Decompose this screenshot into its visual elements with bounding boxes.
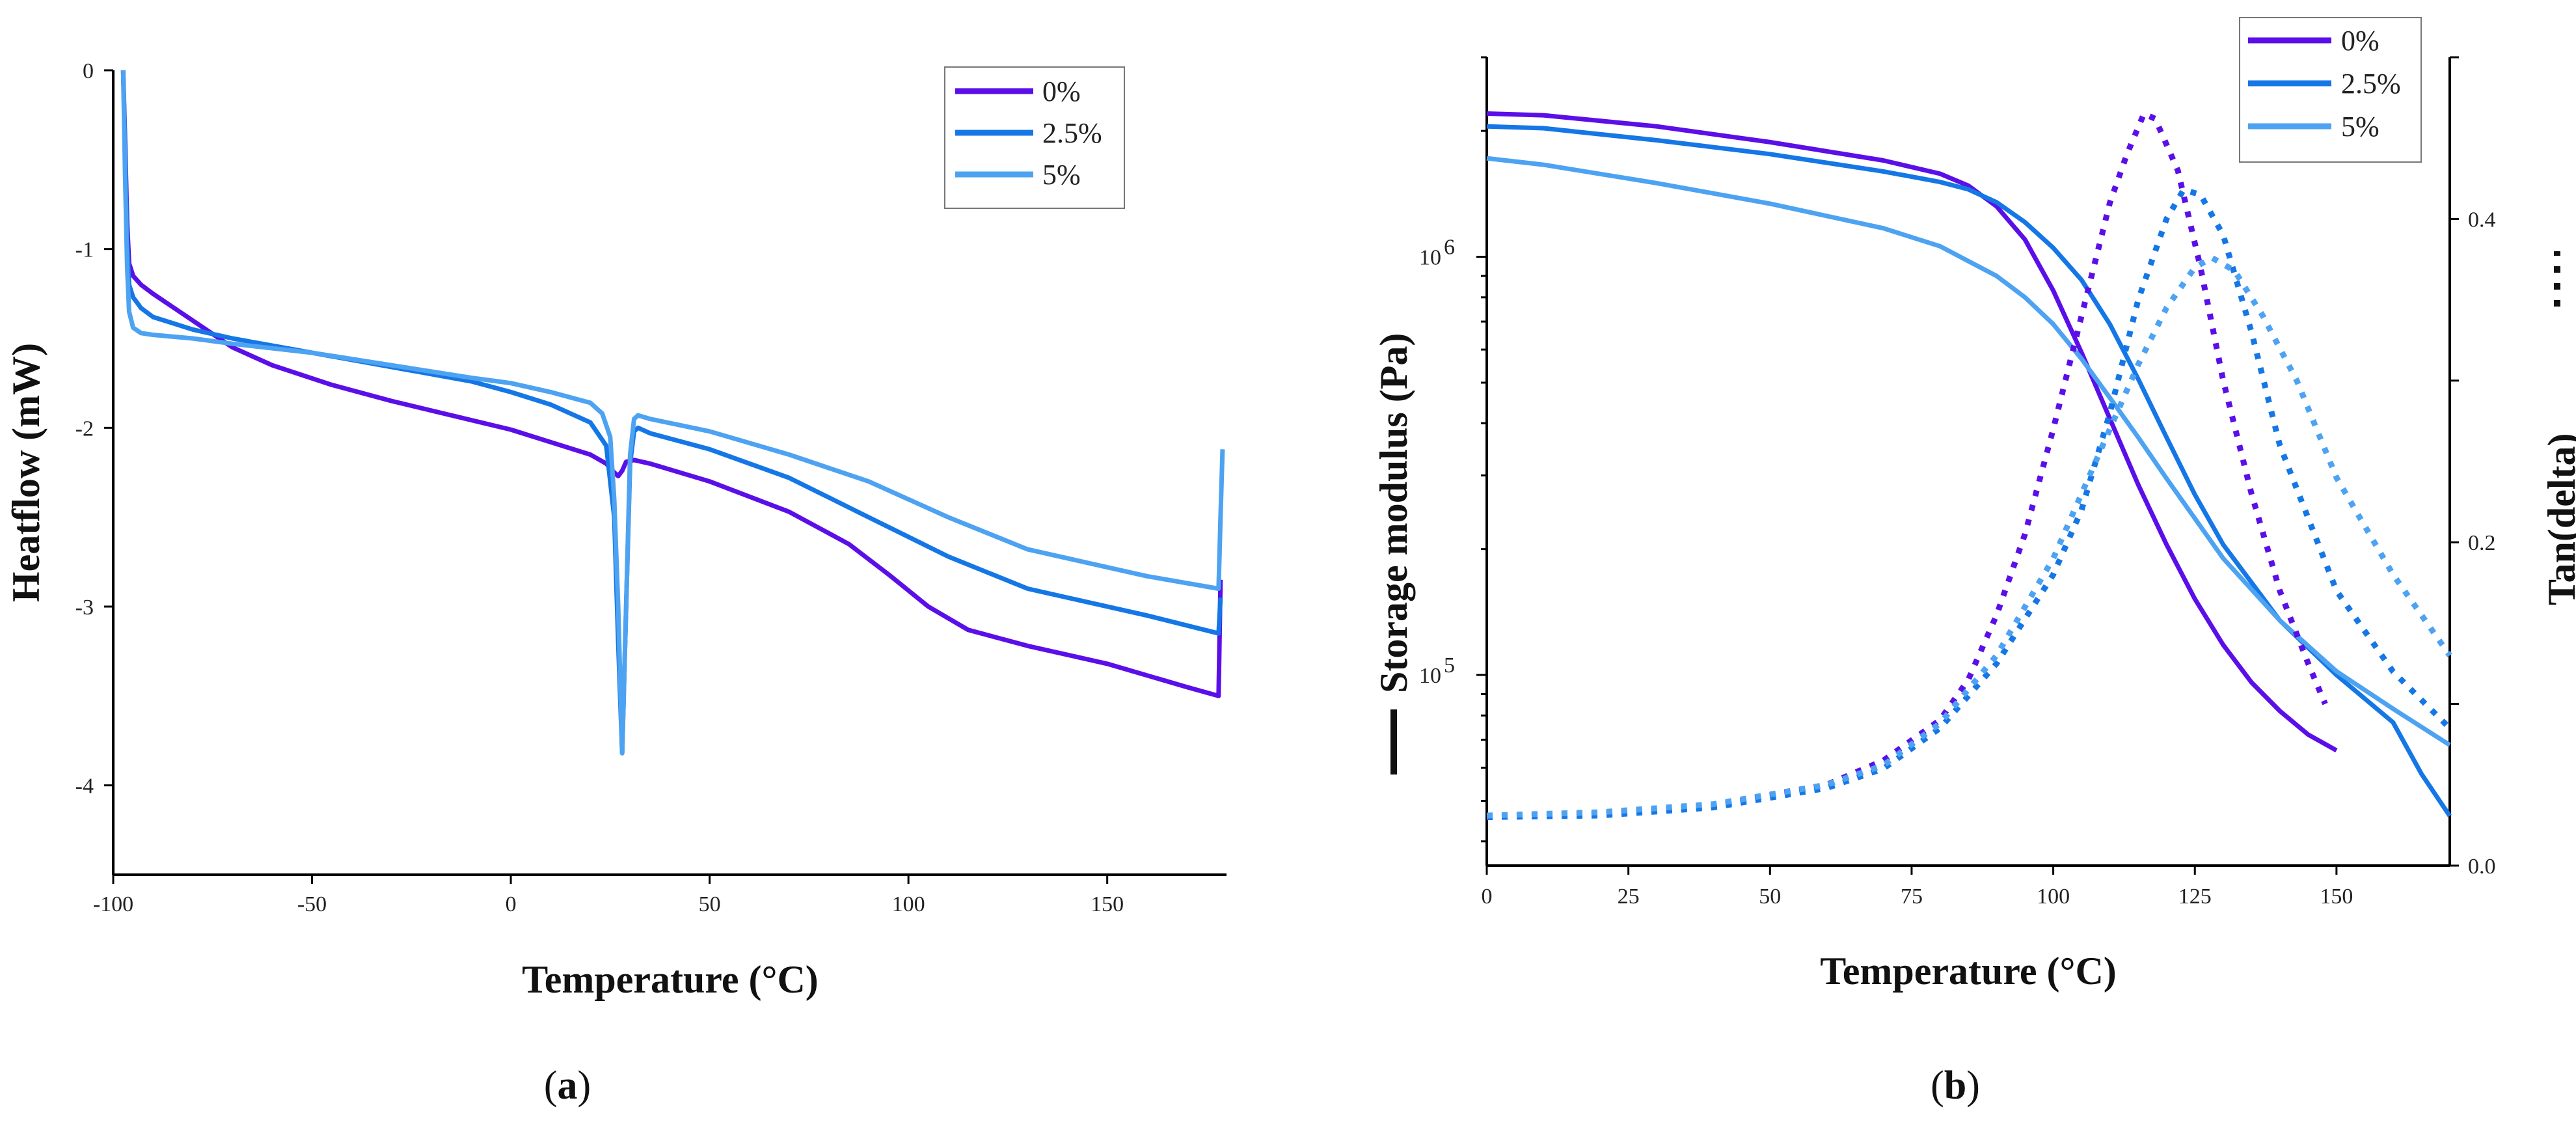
- panel-b-y-axis-label-group: Storage modulus (Pa): [1372, 333, 1415, 774]
- panel-b-x-axis-label: Temperature (°C): [1820, 950, 2117, 993]
- panel-b-legend-label-0: 0%: [2341, 25, 2379, 57]
- panel-b-legend-label-2: 5%: [2341, 111, 2379, 143]
- panel-a-x-tick-label: 0: [506, 892, 517, 916]
- panel-b-y-tick-label: 10: [1419, 664, 1441, 688]
- panel-a-legend-label-2: 5%: [1042, 159, 1081, 191]
- panel-b-y2-axis-label-group: Tan(delta): [2540, 251, 2576, 605]
- panel-b-caption: (b): [1931, 1063, 1980, 1108]
- panel-b-legend-label-1: 2.5%: [2341, 68, 2401, 100]
- panel-b-y2-tick-label: 0.4: [2468, 208, 2496, 232]
- panel-b-y2-axis-label: Tan(delta): [2540, 433, 2576, 606]
- panel-b-series-line-3-right: [1486, 111, 2328, 820]
- panel-a-legend-label-1: 2.5%: [1042, 117, 1102, 149]
- panel-b-y-axis-label: Storage modulus (Pa): [1372, 333, 1415, 693]
- panel-b-series-line-2-left: [1486, 156, 2451, 747]
- panel-b-y2-tick-label: 0.2: [2468, 531, 2496, 555]
- panel-a-x-tick-label: -100: [93, 892, 133, 916]
- panel-b-x-tick-label: 100: [2037, 884, 2070, 909]
- panel-a-y-axis-label: Heatflow (mW): [5, 343, 47, 602]
- panel-b-x-tick-label: 25: [1618, 884, 1640, 909]
- panel-a-legend: 0% 2.5% 5%: [944, 66, 1125, 209]
- panel-a-caption: (a): [544, 1063, 591, 1108]
- panel-a-x-tick-label: 50: [699, 892, 721, 916]
- panel-a-y-tick-label: -3: [75, 596, 94, 620]
- panel-b-series-line-4-right: [1486, 187, 2452, 820]
- panel-b-x-tick-label: 50: [1759, 884, 1781, 909]
- panel-b-legend: 0% 2.5% 5%: [2239, 17, 2422, 163]
- panel-b-series-line-1-left: [1486, 124, 2452, 817]
- panel-b-x-tick-label: 75: [1901, 884, 1923, 909]
- panel-a-y-tick-label: 0: [83, 59, 94, 83]
- panel-a-series-line-1: [120, 70, 1223, 756]
- panel-a-x-tick-label: 150: [1091, 892, 1124, 916]
- panel-b-series-line-5-right: [1486, 254, 2452, 819]
- panel-b-series-line-0-left: [1486, 111, 2338, 753]
- panel-a-x-tick-label: -50: [297, 892, 327, 916]
- panel-a-y-tick-label: -1: [75, 238, 94, 262]
- panel-a-heatflow-chart: -100 -50 0 50 100 150 0 -1 -2 -3 -4 Temperature (°…: [5, 59, 1227, 1108]
- panel-b-y-tick-exponent: 6: [1444, 236, 1455, 260]
- panel-a-x-axis-label: Temperature (°C): [522, 958, 819, 1001]
- panel-a-series-line-2: [120, 70, 1225, 756]
- panel-a-legend-label-0: 0%: [1042, 75, 1081, 107]
- panel-b-x-tick-label: 150: [2320, 884, 2353, 909]
- panel-b-y2-tick-label: 0.0: [2468, 855, 2496, 879]
- panel-b-x-tick-label: 125: [2178, 884, 2212, 909]
- panel-a-x-tick-label: 100: [892, 892, 925, 916]
- panel-a-y-tick-label: -4: [75, 774, 94, 799]
- panel-b-x-tick-label: 0: [1482, 884, 1493, 909]
- panel-b-y-tick-label: 10: [1419, 246, 1441, 270]
- panel-b-y-tick-exponent: 5: [1444, 653, 1455, 678]
- panel-a-y-tick-label: -2: [75, 417, 94, 441]
